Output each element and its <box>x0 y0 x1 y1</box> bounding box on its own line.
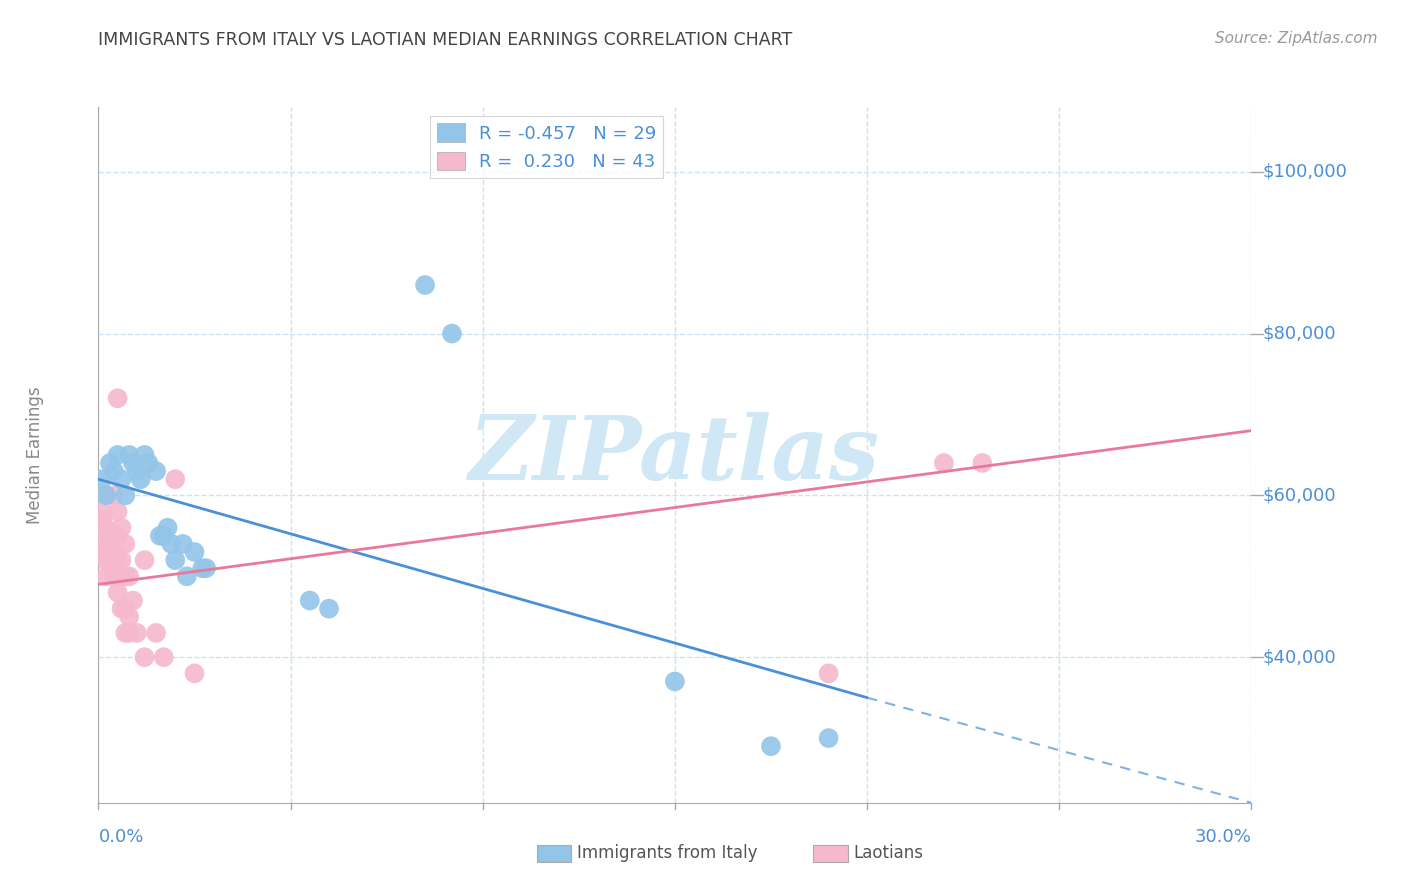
Point <box>91 529 114 543</box>
Point <box>118 626 141 640</box>
Point <box>172 537 194 551</box>
Point <box>152 650 174 665</box>
Point <box>440 326 463 341</box>
Point <box>114 569 136 583</box>
Point <box>98 545 121 559</box>
Point <box>103 569 125 583</box>
Point <box>183 666 205 681</box>
Point <box>114 626 136 640</box>
Point <box>103 529 125 543</box>
Point <box>94 521 117 535</box>
Point <box>122 456 145 470</box>
Point <box>94 488 117 502</box>
Point <box>107 585 129 599</box>
Point <box>191 561 214 575</box>
Point <box>107 448 129 462</box>
Text: 0.0%: 0.0% <box>98 828 143 846</box>
Point <box>118 609 141 624</box>
Point <box>114 488 136 502</box>
Point <box>94 553 117 567</box>
Point <box>817 666 839 681</box>
Point <box>91 545 114 559</box>
Text: Laotians: Laotians <box>853 844 924 862</box>
Point <box>110 569 132 583</box>
Point <box>183 545 205 559</box>
Point <box>759 739 782 754</box>
Point <box>91 472 114 486</box>
Point <box>110 521 132 535</box>
Text: Source: ZipAtlas.com: Source: ZipAtlas.com <box>1215 31 1378 46</box>
Point <box>114 601 136 615</box>
Point <box>110 553 132 567</box>
Text: ZIPatlas: ZIPatlas <box>470 412 880 498</box>
Text: $60,000: $60,000 <box>1263 486 1336 504</box>
Point <box>118 448 141 462</box>
Text: $80,000: $80,000 <box>1263 325 1336 343</box>
Point <box>103 545 125 559</box>
Point <box>932 456 955 470</box>
Point <box>664 674 686 689</box>
Point <box>149 529 172 543</box>
Point <box>107 553 129 567</box>
Point <box>134 448 156 462</box>
Point <box>94 545 117 559</box>
Point <box>165 553 187 567</box>
Point <box>107 392 129 406</box>
Point <box>413 278 436 293</box>
Point <box>134 553 156 567</box>
Text: Immigrants from Italy: Immigrants from Italy <box>576 844 758 862</box>
Point <box>98 529 121 543</box>
Point <box>94 488 117 502</box>
Text: $40,000: $40,000 <box>1263 648 1336 666</box>
Point <box>134 650 156 665</box>
Text: $100,000: $100,000 <box>1263 162 1347 181</box>
Point <box>125 464 148 478</box>
Text: 30.0%: 30.0% <box>1195 828 1251 846</box>
Text: IMMIGRANTS FROM ITALY VS LAOTIAN MEDIAN EARNINGS CORRELATION CHART: IMMIGRANTS FROM ITALY VS LAOTIAN MEDIAN … <box>98 31 793 49</box>
Point <box>298 593 321 607</box>
Text: Median Earnings: Median Earnings <box>25 386 44 524</box>
FancyBboxPatch shape <box>813 845 848 862</box>
Legend: R = -0.457   N = 29, R =  0.230   N = 43: R = -0.457 N = 29, R = 0.230 N = 43 <box>430 116 664 178</box>
Point <box>145 464 167 478</box>
Point <box>160 537 183 551</box>
Point <box>103 488 125 502</box>
Point <box>176 569 198 583</box>
Point <box>98 553 121 567</box>
Point <box>103 464 125 478</box>
Point <box>165 472 187 486</box>
Point <box>318 601 340 615</box>
Point <box>91 513 114 527</box>
Point <box>107 504 129 518</box>
Point <box>98 456 121 470</box>
Point <box>114 537 136 551</box>
Point <box>122 593 145 607</box>
Point <box>125 626 148 640</box>
Point <box>110 601 132 615</box>
Point <box>195 561 218 575</box>
Point <box>110 472 132 486</box>
Point <box>145 626 167 640</box>
Point <box>152 529 174 543</box>
Point <box>107 529 129 543</box>
Point <box>118 569 141 583</box>
Point <box>91 504 114 518</box>
FancyBboxPatch shape <box>537 845 571 862</box>
Point <box>138 456 160 470</box>
Point <box>972 456 994 470</box>
Point <box>156 521 179 535</box>
Point <box>94 569 117 583</box>
Point <box>817 731 839 745</box>
Point <box>129 472 152 486</box>
